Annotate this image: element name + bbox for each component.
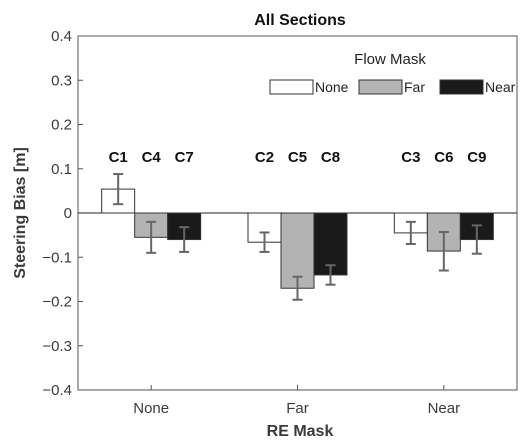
condition-label: C5 [288,149,307,166]
x-tick-label: Far [286,400,309,417]
legend-label-near: Near [485,79,516,95]
y-tick-label: −0.1 [42,249,72,266]
condition-label: C7 [175,149,194,166]
x-tick-label: Near [428,400,461,417]
condition-label: C1 [109,149,128,166]
y-axis: 0.4 0.3 0.2 0.1 0 −0.1 −0.2 −0.3 −0.4 [42,28,83,399]
error-bars-group [113,173,482,301]
y-tick-label: 0 [64,205,72,222]
y-axis-title: Steering Bias [m] [12,147,29,279]
y-tick-label: 0.3 [51,72,72,89]
chart-title: All Sections [254,12,346,29]
legend: Flow Mask None Far Near [269,51,516,95]
x-axis-title: RE Mask [267,423,334,440]
condition-label: C2 [255,149,274,166]
condition-label: C6 [434,149,453,166]
legend-label-far: Far [404,79,425,95]
bars-group [101,188,494,289]
legend-swatch-near [439,79,484,95]
y-tick-label: −0.3 [42,338,72,355]
condition-label: C3 [401,149,420,166]
legend-swatch-far [358,79,403,95]
legend-swatch-none [269,79,314,95]
x-tick-label: None [133,400,169,417]
condition-label: C8 [321,149,340,166]
condition-label: C4 [142,149,162,166]
y-tick-label: 0.4 [51,28,72,45]
legend-label-none: None [315,79,349,95]
x-axis: None Far Near [133,385,460,417]
y-tick-label: 0.2 [51,117,72,134]
condition-labels-group: C1 C4 C7 C2 C5 C8 C3 C6 C9 [109,149,487,166]
y-tick-label: −0.4 [42,382,72,399]
legend-title: Flow Mask [354,51,426,68]
condition-label: C9 [467,149,486,166]
y-tick-label: 0.1 [51,161,72,178]
y-tick-label: −0.2 [42,294,72,311]
